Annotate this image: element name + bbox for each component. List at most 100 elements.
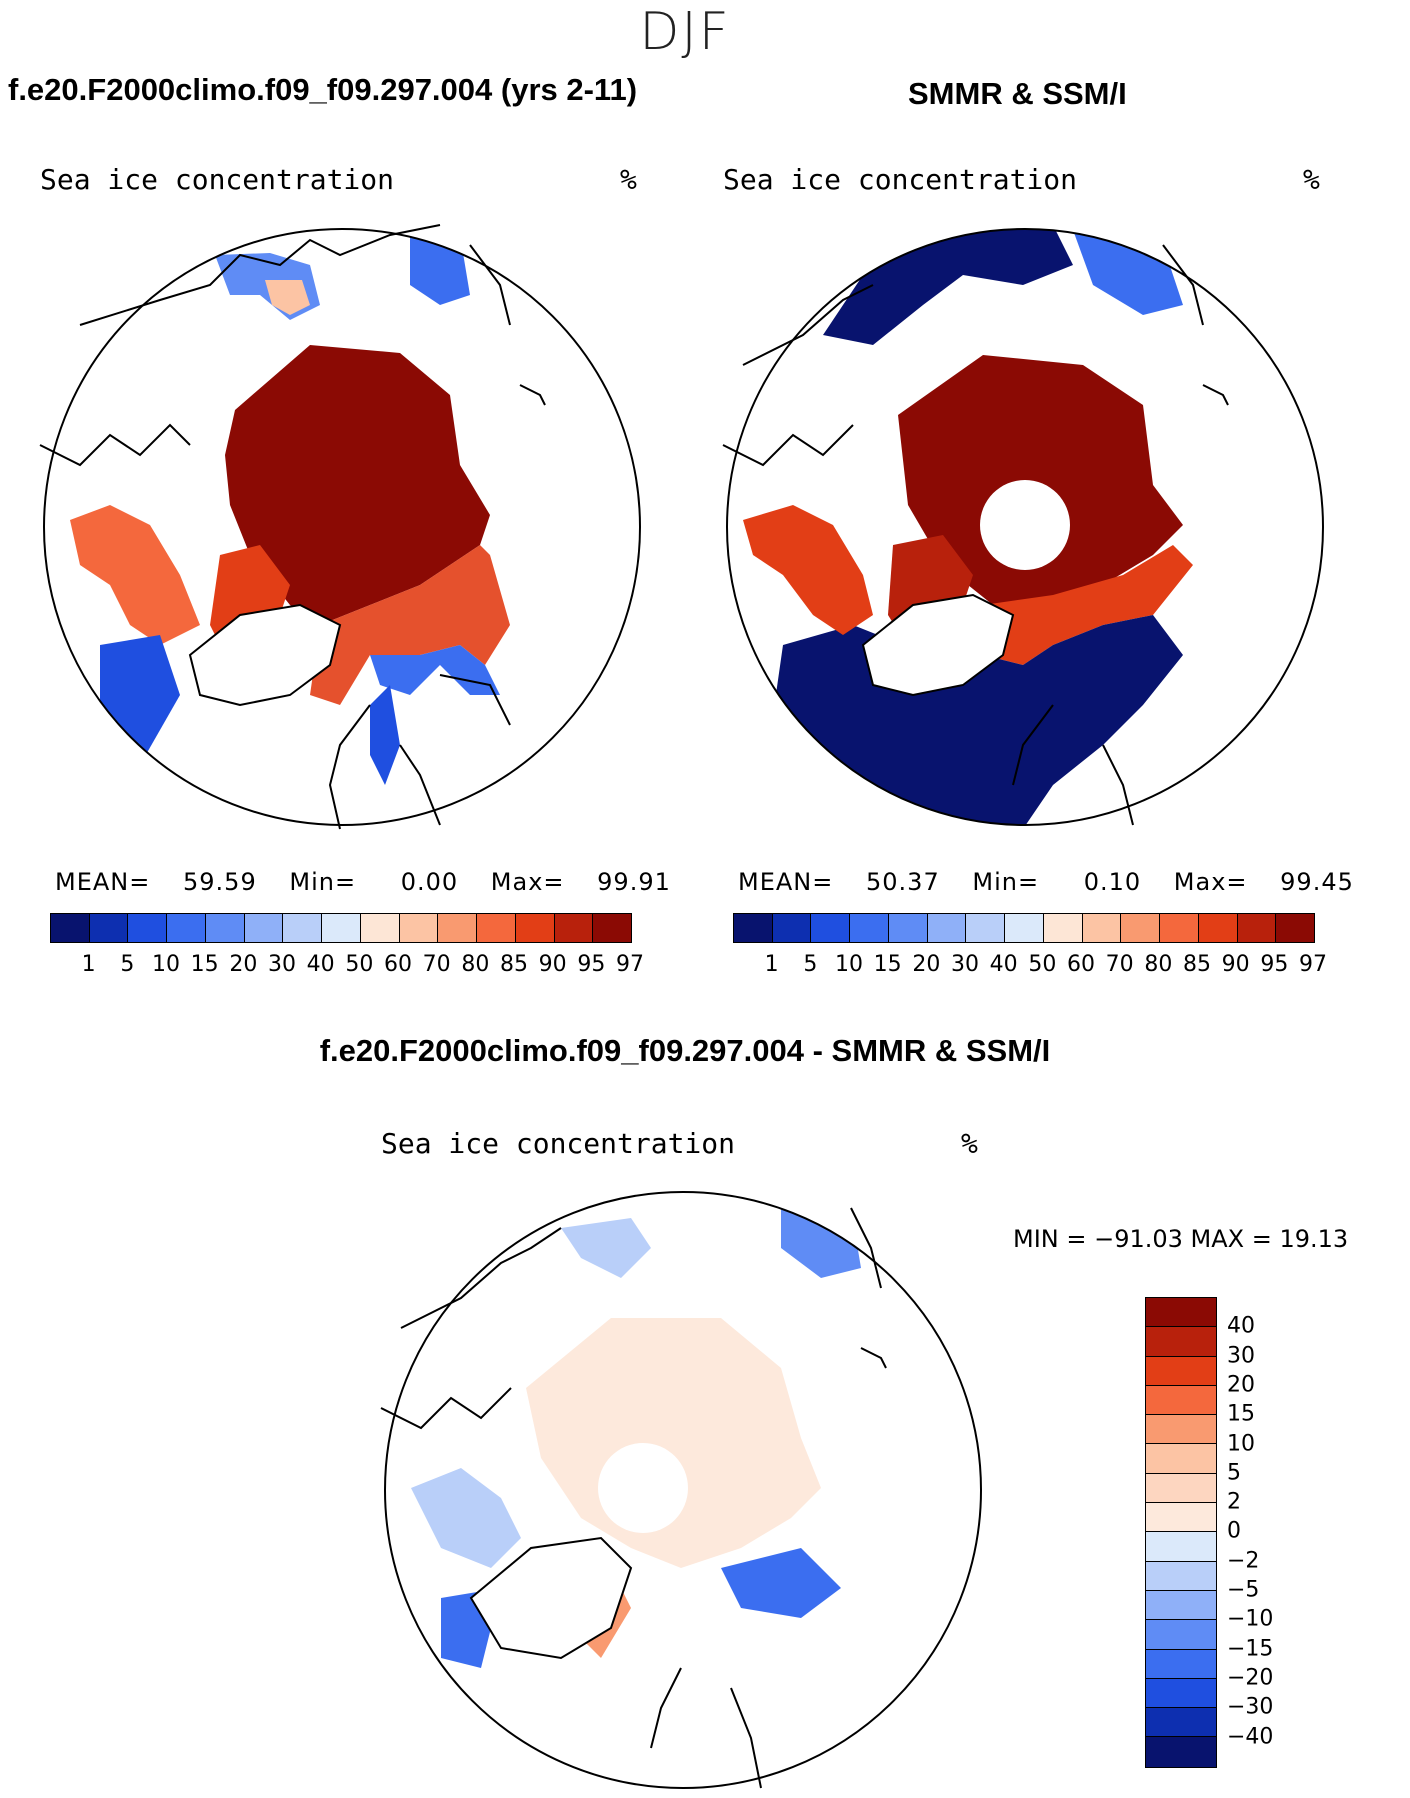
colorbar-swatch (1005, 914, 1044, 942)
colorbar-tick-label: 20 (912, 952, 941, 977)
central-arctic-ice (225, 345, 490, 625)
colorbar-swatch (244, 914, 284, 942)
obs-colorbar (733, 913, 1315, 943)
colorbar-tick-label: 70 (1105, 952, 1134, 977)
barents-diff (721, 1548, 841, 1618)
colorbar-tick-label: 90 (1221, 952, 1250, 977)
difference-title: f.e20.F2000climo.f09_f09.297.004 - SMMR … (319, 1033, 1051, 1068)
obs-title: SMMR & SSM/I (908, 76, 1127, 111)
colorbar-tick-label: −15 (1227, 1636, 1274, 1662)
colorbar-swatch (515, 914, 555, 942)
colorbar-swatch (1146, 1298, 1216, 1328)
pole-hole (980, 480, 1070, 570)
ice-edge-atlantic (983, 545, 1193, 665)
max-value: 99.45 (1280, 868, 1354, 896)
colorbar-swatch (1146, 1532, 1216, 1562)
colorbar-tick-label: 5 (803, 952, 818, 977)
colorbar-tick-label: 85 (1183, 952, 1211, 977)
colorbar-swatch (322, 914, 361, 942)
mean-value: 59.59 (183, 868, 257, 896)
units-label: % (620, 163, 637, 196)
colorbar-tick-label: 50 (1028, 952, 1057, 977)
colorbar-swatch (554, 914, 594, 942)
colorbar-tick-label: −40 (1227, 1724, 1274, 1749)
colorbar-tick-label: −20 (1227, 1665, 1274, 1691)
colorbar-tick-label: 10 (835, 952, 863, 977)
units-label: % (1303, 163, 1320, 196)
colorbar-swatch (1146, 1415, 1216, 1445)
colorbar-tick-label: 95 (1260, 952, 1289, 977)
variable-label: Sea ice concentration (723, 163, 1078, 196)
colorbar-swatch (593, 914, 632, 942)
mean-label: MEAN= (55, 868, 151, 896)
colorbar-swatch (1146, 1678, 1216, 1709)
colorbar-swatch (89, 914, 129, 942)
obs-polar-map (722, 228, 1324, 826)
colorbar-tick-label: 80 (461, 952, 490, 977)
colorbar-tick-label: 97 (1299, 952, 1327, 977)
colorbar-tick-label: 40 (989, 952, 1018, 977)
colorbar-swatch (1121, 914, 1161, 942)
colorbar-tick-label: 30 (1227, 1343, 1255, 1369)
greenland (188, 603, 342, 707)
colorbar-tick-label: 90 (538, 952, 567, 977)
ice-edge-atlantic (310, 545, 510, 705)
colorbar-swatch (1146, 1503, 1216, 1533)
model-polar-map (39, 224, 641, 830)
colorbar-swatch (399, 914, 439, 942)
colorbar-tick-label: 60 (1067, 952, 1095, 977)
obs-colorbar-labels: 1 5 10 15 20 30 40 50 60 70 80 85 90 95 97 (733, 952, 1327, 982)
colorbar-tick-label: 20 (1227, 1372, 1255, 1398)
model-colorbar (50, 913, 632, 943)
hudson-diff (411, 1468, 521, 1568)
colorbar-tick-label: 10 (152, 952, 180, 977)
colorbar-tick-label: 20 (229, 952, 258, 977)
hudson-ice (743, 505, 873, 635)
colorbar-swatch (1237, 914, 1277, 942)
bering-ice-inner (265, 280, 310, 315)
colorbar-tick-label: −5 (1227, 1577, 1260, 1603)
variable-label: Sea ice concentration (40, 163, 395, 196)
colorbar-swatch (51, 914, 90, 942)
colorbar-tick-label: 30 (951, 952, 979, 977)
colorbar-tick-label: 97 (616, 952, 644, 977)
max-label: Max= (1173, 868, 1248, 896)
colorbar-swatch (283, 914, 323, 942)
colorbar-tick-label: 70 (422, 952, 451, 977)
colorbar-tick-label: 40 (1227, 1313, 1255, 1339)
colorbar-tick-label: 1 (81, 952, 96, 977)
colorbar-swatch (1146, 1356, 1216, 1386)
colorbar-swatch (438, 914, 478, 942)
colorbar-swatch (360, 914, 400, 942)
ice-edge-barents (370, 645, 500, 695)
season-title: DJF (639, 2, 731, 62)
obs-stats-line: MEAN= 50.37 Min= 0.10 Max= 99.45 (738, 868, 1354, 896)
colorbar-tick-label: 2 (1227, 1489, 1241, 1515)
colorbar-swatch (167, 914, 206, 942)
model-case-title: f.e20.F2000climo.f09_f09.297.004 (yrs 2-… (8, 72, 638, 107)
greenland (861, 593, 1015, 697)
difference-range-text: MIN = −91.03 MAX = 19.13 (1013, 1225, 1349, 1253)
pole-hole (598, 1443, 688, 1533)
colorbar-tick-label: −2 (1227, 1548, 1260, 1574)
colorbar-swatch (772, 914, 812, 942)
min-label: Min= (289, 868, 357, 896)
colorbar-swatch (1146, 1590, 1216, 1621)
colorbar-tick-label: 5 (120, 952, 135, 977)
colorbar-tick-label: 95 (577, 952, 606, 977)
colorbar-swatch (205, 914, 245, 942)
mean-value: 50.37 (866, 868, 940, 896)
colorbar-swatch (811, 914, 851, 942)
model-stats-line: MEAN= 59.59 Min= 0.00 Max= 99.91 (55, 868, 671, 896)
variable-label: Sea ice concentration (381, 1127, 736, 1160)
mean-label: MEAN= (738, 868, 834, 896)
colorbar-swatch (1146, 1708, 1216, 1738)
colorbar-tick-label: 15 (190, 952, 219, 977)
colorbar-swatch (128, 914, 168, 942)
max-label: Max= (490, 868, 565, 896)
min-label: Min= (972, 868, 1040, 896)
colorbar-swatch (734, 914, 773, 942)
colorbar-tick-label: 80 (1144, 952, 1173, 977)
colorbar-tick-label: 10 (1227, 1431, 1255, 1456)
difference-colorbar (1145, 1297, 1217, 1768)
